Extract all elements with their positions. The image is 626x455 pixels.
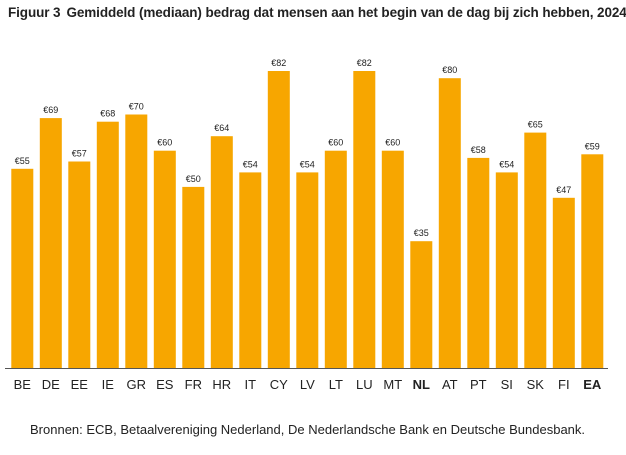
tick-label-gr: GR: [127, 377, 147, 392]
bar-cy: [267, 71, 290, 368]
data-label-ee: €57: [72, 149, 87, 159]
data-label-ie: €68: [100, 109, 115, 119]
bar-fr: [182, 186, 205, 368]
data-label-be: €55: [15, 156, 30, 166]
tick-label-si: SI: [501, 377, 513, 392]
bar-lt: [324, 150, 347, 368]
tick-label-es: ES: [156, 377, 174, 392]
bar-mt: [381, 150, 404, 368]
data-label-fr: €50: [186, 174, 201, 184]
data-label-es: €60: [157, 138, 172, 148]
bar-gr: [125, 114, 148, 368]
data-label-nl: €35: [414, 228, 429, 238]
figure-title: Gemiddeld (mediaan) bedrag dat mensen aa…: [66, 5, 626, 20]
data-label-it: €54: [243, 159, 258, 169]
bar-es: [153, 150, 176, 368]
data-label-lu: €82: [357, 58, 372, 68]
data-label-at: €80: [442, 65, 457, 75]
tick-label-nl: NL: [413, 377, 430, 392]
data-label-lt: €60: [328, 138, 343, 148]
bar-lu: [353, 71, 376, 368]
data-label-sk: €65: [528, 120, 543, 130]
bar-hr: [210, 136, 233, 368]
data-label-ea: €59: [585, 141, 600, 151]
tick-label-be: BE: [14, 377, 32, 392]
data-label-gr: €70: [129, 102, 144, 112]
bar-pt: [467, 157, 490, 368]
bar-at: [438, 78, 461, 368]
bar-si: [495, 172, 518, 368]
tick-label-cy: CY: [270, 377, 288, 392]
tick-label-hr: HR: [212, 377, 231, 392]
tick-label-lu: LU: [356, 377, 373, 392]
bar-nl: [410, 241, 433, 368]
data-label-hr: €64: [214, 123, 229, 133]
tick-label-ee: EE: [71, 377, 89, 392]
tick-label-pt: PT: [470, 377, 487, 392]
data-label-pt: €58: [471, 145, 486, 155]
bar-lv: [296, 172, 319, 368]
bar-de: [39, 118, 62, 368]
tick-label-at: AT: [442, 377, 458, 392]
bar-ee: [68, 161, 91, 368]
data-label-mt: €60: [385, 138, 400, 148]
tick-label-ea: EA: [583, 377, 602, 392]
tick-label-sk: SK: [527, 377, 545, 392]
data-label-lv: €54: [300, 159, 315, 169]
tick-label-fr: FR: [185, 377, 202, 392]
tick-label-it: IT: [245, 377, 257, 392]
tick-label-fi: FI: [558, 377, 570, 392]
bar-be: [11, 168, 34, 368]
bar-it: [239, 172, 262, 368]
figure-label: Figuur 3: [8, 5, 61, 20]
bar-ie: [96, 121, 119, 368]
tick-label-lv: LV: [300, 377, 315, 392]
tick-label-mt: MT: [383, 377, 402, 392]
source-note: Bronnen: ECB, Betaalvereniging Nederland…: [30, 422, 586, 437]
data-label-cy: €82: [271, 58, 286, 68]
bar-fi: [552, 197, 575, 368]
bar-ea: [581, 154, 604, 368]
chart-title: Figuur 3 Gemiddeld (mediaan) bedrag dat m…: [8, 5, 626, 20]
data-label-de: €69: [43, 105, 58, 115]
data-label-fi: €47: [556, 185, 571, 195]
bar-sk: [524, 132, 547, 368]
tick-label-lt: LT: [329, 377, 343, 392]
data-label-si: €54: [499, 159, 514, 169]
tick-label-ie: IE: [102, 377, 115, 392]
tick-label-de: DE: [42, 377, 60, 392]
